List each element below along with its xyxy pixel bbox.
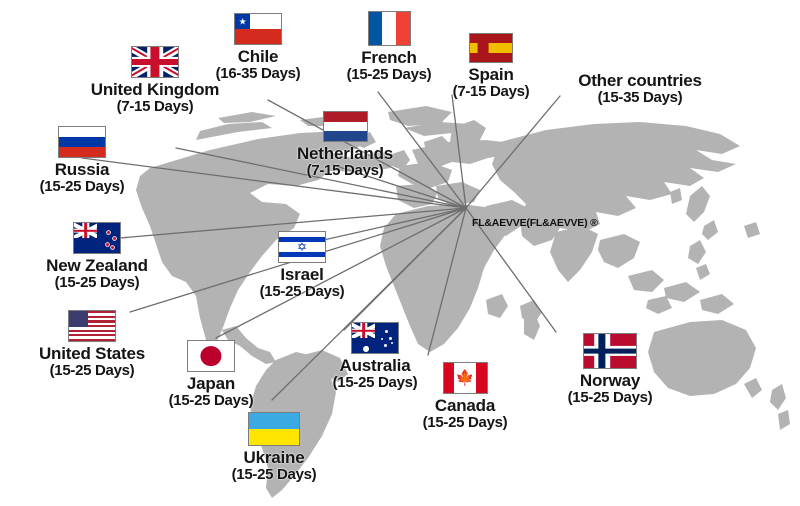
destination-name: Ukraine xyxy=(243,448,305,467)
destination-delivery-days: (15-25 Days) xyxy=(231,465,317,483)
destination-name: Netherlands xyxy=(296,144,394,163)
destination-delivery-days: (15-25 Days) xyxy=(49,361,135,379)
destination-delivery-days: (15-25 Days) xyxy=(54,273,140,291)
destination-delivery-days: (15-25 Days) xyxy=(39,177,125,195)
destination-delivery-days: (7-15 Days) xyxy=(306,161,384,179)
destination-name: Australia xyxy=(339,356,411,375)
destination-spain: Spain (7-15 Days) xyxy=(406,33,576,99)
connector-line-ukraine xyxy=(271,207,467,401)
destination-ukraine: Ukraine (15-25 Days) xyxy=(184,412,364,482)
destination-name: Russia xyxy=(54,160,110,179)
destination-delivery-days: (16-35 Days) xyxy=(215,64,301,82)
destination-norway: Norway (15-25 Days) xyxy=(520,333,700,405)
destination-russia: Russia (15-25 Days) xyxy=(0,126,172,194)
destination-japan: Japan (15-25 Days) xyxy=(122,340,300,408)
destination-united-kingdom: United Kingdom (7-15 Days) xyxy=(55,46,255,114)
destination-name: Norway xyxy=(579,371,641,390)
destination-delivery-days: (15-35 Days) xyxy=(597,88,683,106)
flag-ukraine-icon xyxy=(248,412,300,446)
flag-united-states-icon xyxy=(68,310,116,342)
connector-line-spain xyxy=(451,94,467,209)
destination-name: Spain xyxy=(468,65,514,84)
destination-delivery-days: (15-25 Days) xyxy=(422,413,508,431)
destination-delivery-days: (7-15 Days) xyxy=(116,97,194,115)
connector-line-french xyxy=(377,91,467,209)
destination-name: United States xyxy=(38,344,146,363)
destination-delivery-days: (15-25 Days) xyxy=(567,388,653,406)
destination-australia: Australia (15-25 Days) xyxy=(286,322,464,390)
destination-name: Other countries xyxy=(578,71,702,90)
connector-line-netherlands xyxy=(332,164,467,209)
destination-name: Chile xyxy=(237,47,279,66)
destination-name: United Kingdom xyxy=(90,80,220,99)
destination-chile: ★ Chile (16-35 Days) xyxy=(168,13,348,81)
flag-norway-icon xyxy=(583,333,637,369)
connector-line-new-zealand xyxy=(119,207,467,239)
destination-name: French xyxy=(361,48,417,67)
flag-chile-icon: ★ xyxy=(234,13,282,45)
flag-france-icon xyxy=(367,11,411,46)
destination-canada: 🍁 Canada (15-25 Days) xyxy=(375,362,555,430)
flag-australia-icon xyxy=(351,322,399,354)
destination-israel: ✡ Israel (15-25 Days) xyxy=(213,231,391,299)
destination-name: Canada xyxy=(434,396,496,415)
destination-other-countries: Other countries (15-35 Days) xyxy=(545,72,735,105)
flag-russia-icon xyxy=(58,126,106,158)
connector-line-canada xyxy=(427,207,467,356)
destination-united-states: United States (15-25 Days) xyxy=(0,310,184,378)
destination-name: New Zealand xyxy=(46,256,148,275)
destination-netherlands: Netherlands (7-15 Days) xyxy=(255,111,435,178)
connector-line-norway xyxy=(465,207,557,333)
brand-logo-text: FL&AEVVE(FL&AEVVE) ® xyxy=(472,217,598,229)
flag-new-zealand-icon xyxy=(73,222,121,254)
destination-delivery-days: (15-25 Days) xyxy=(332,373,418,391)
flag-united-kingdom-icon xyxy=(131,46,179,78)
destination-delivery-days: (15-25 Days) xyxy=(168,391,254,409)
flag-israel-icon: ✡ xyxy=(278,231,326,263)
connector-line-other-countries xyxy=(465,95,561,209)
destination-delivery-days: (15-25 Days) xyxy=(259,282,345,300)
destination-delivery-days: (7-15 Days) xyxy=(452,82,530,100)
connector-line-chile xyxy=(267,99,467,209)
flag-spain-icon xyxy=(469,33,513,63)
destination-new-zealand: New Zealand (15-25 Days) xyxy=(7,222,187,290)
destination-french: French (15-25 Days) xyxy=(300,11,478,82)
connector-line-russia xyxy=(81,157,467,209)
destination-delivery-days: (15-25 Days) xyxy=(346,65,432,83)
connector-line-united-kingdom xyxy=(175,147,467,209)
connector-line-japan xyxy=(215,207,467,339)
destination-name: Japan xyxy=(186,374,236,393)
flag-japan-icon xyxy=(187,340,235,372)
flag-netherlands-icon xyxy=(322,111,368,142)
flag-canada-icon: 🍁 xyxy=(442,362,488,394)
destination-name: Israel xyxy=(280,265,324,284)
